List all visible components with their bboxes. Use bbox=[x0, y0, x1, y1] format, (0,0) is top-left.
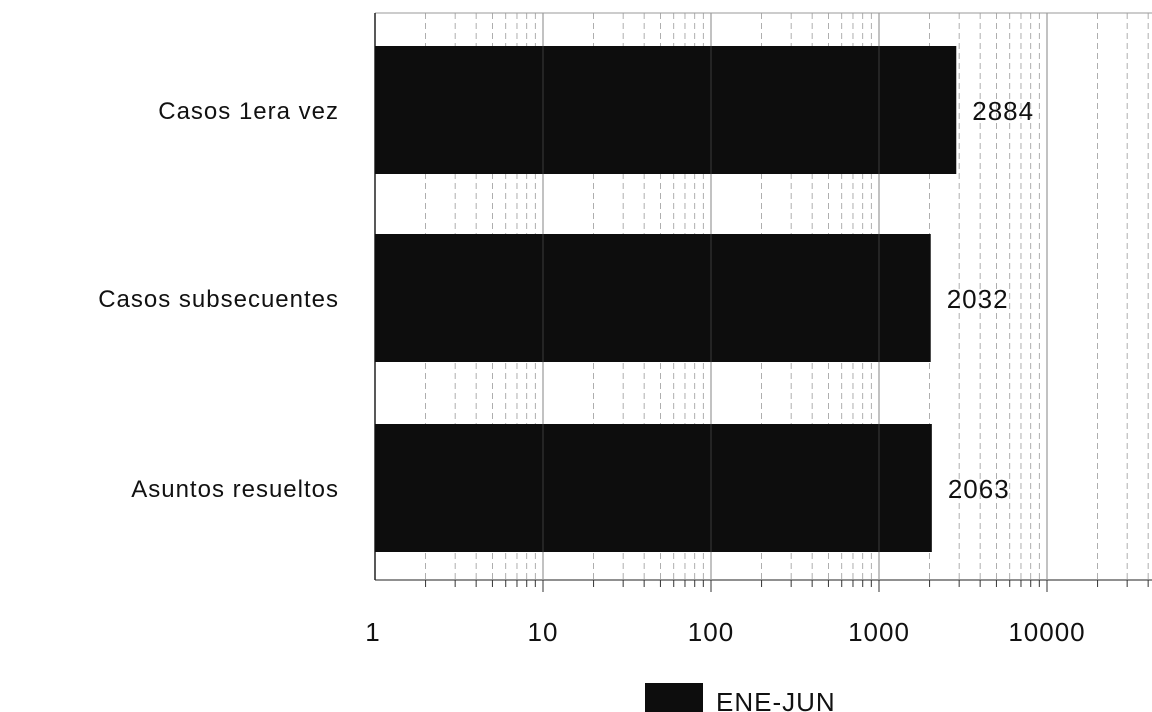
bar-1[interactable] bbox=[375, 234, 931, 362]
x-axis: 1 10 100 1000 10000 bbox=[365, 617, 1085, 647]
data-label: 2063 bbox=[948, 474, 1010, 504]
category-label: Asuntos resueltos bbox=[131, 476, 339, 503]
legend-label-ene-jun: ENE-JUN bbox=[716, 687, 836, 712]
bars bbox=[375, 46, 957, 552]
value-labels: 2884 2032 2063 bbox=[947, 96, 1034, 504]
data-label: 2884 bbox=[972, 96, 1034, 126]
x-tick-label: 10 bbox=[528, 617, 559, 647]
bar-2[interactable] bbox=[375, 424, 932, 552]
bar-0[interactable] bbox=[375, 46, 957, 174]
category-labels: Casos 1era vez Casos subsecuentes Asuntos … bbox=[98, 98, 339, 503]
legend-swatch bbox=[645, 683, 703, 712]
data-label: 2032 bbox=[947, 284, 1009, 314]
legend[interactable]: ENE-JUN bbox=[645, 683, 836, 712]
x-tick-label: 10000 bbox=[1008, 617, 1085, 647]
x-tick-label: 1000 bbox=[848, 617, 910, 647]
category-label: Casos subsecuentes bbox=[98, 286, 339, 313]
x-tick-label: 1 bbox=[365, 617, 380, 647]
x-tick-label: 100 bbox=[688, 617, 734, 647]
category-label: Casos 1era vez bbox=[158, 98, 339, 125]
